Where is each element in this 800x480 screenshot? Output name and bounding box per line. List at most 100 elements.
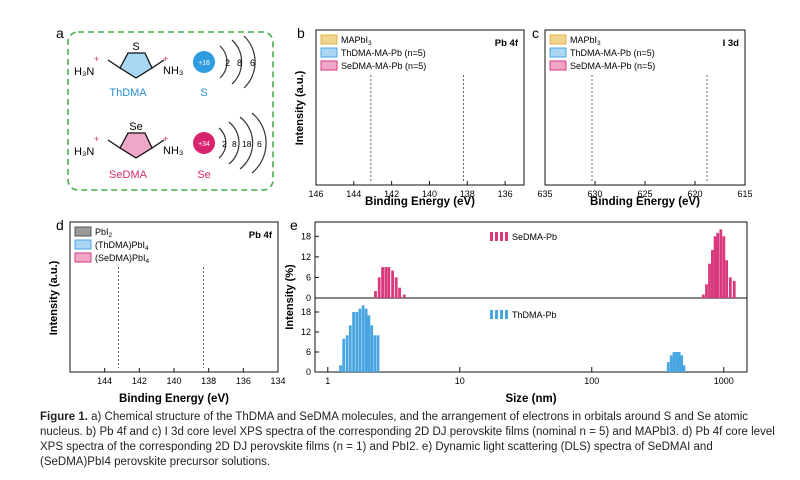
x-tick-label: 144 (97, 376, 112, 386)
caption-label: Figure 1. (40, 411, 88, 423)
dls-bar (680, 355, 684, 372)
sedma-name: SeDMA (109, 169, 148, 181)
y-tick-label: 0 (306, 367, 311, 377)
legend-label-thdma: ThDMA-MA-Pb (n=5) (570, 48, 655, 58)
y-tick-label: 18 (301, 231, 311, 241)
s-shell-3: 6 (250, 58, 255, 68)
legend-swatch-thdma (549, 47, 567, 58)
pb4f-xps-chart-d: 144 142 140 138 136 134 Pb 4f PbI2 (ThDMA)PbI… (48, 222, 286, 405)
dls-bar (669, 355, 673, 372)
dls-bar (355, 312, 359, 372)
x-tick-label: 630 (587, 189, 602, 199)
sedma-molecule: Se H₃N + NH₃ + SeDMA (74, 121, 183, 181)
dls-bar (367, 315, 371, 372)
legend-swatch-pbi2 (74, 226, 92, 237)
x-tick-label: 1000 (714, 376, 734, 386)
i3d-xps-chart-c: 635 630 625 620 615 I 3d MAPbI3 ThDMA-MA-Pb … (537, 30, 753, 208)
dls-bar (373, 335, 377, 372)
thdma-left-plus: + (94, 54, 99, 64)
panel-a-frame (67, 31, 274, 191)
dls-bar (713, 236, 717, 298)
dls-bar (391, 270, 394, 298)
legend-swatch-sedma (320, 60, 338, 71)
x-tick-label: 144 (346, 189, 361, 199)
legend-label-thdma-pb: ThDMA-Pb (512, 310, 557, 320)
legend-label-mapbi3: MAPbI3 (570, 35, 601, 47)
dls-bar (342, 338, 346, 372)
plot-d-ticks: 144 142 140 138 136 134 (97, 368, 286, 386)
dls-bar (708, 263, 711, 298)
se-atom-diagram: +34 2 8 18 6 Se (193, 112, 267, 181)
dls-bar (682, 365, 686, 372)
plot-c-legend: MAPbI3 ThDMA-MA-Pb (n=5) SeDMA-MA-Pb (n=… (549, 34, 655, 71)
legend-label-pbi2: PbI2 (95, 227, 113, 239)
legend-label-thdma-pbi4: (ThDMA)PbI4 (95, 240, 149, 252)
dls-bar (394, 277, 398, 298)
dls-bar (376, 335, 380, 372)
x-tick-label: 136 (498, 189, 513, 199)
x-tick-label: 138 (460, 189, 475, 199)
y-tick-label: 6 (306, 347, 311, 357)
dls-bar (725, 260, 728, 298)
plot-e-legend-thdma: ThDMA-Pb (490, 310, 557, 320)
caption-text: a) Chemical structure of the ThDMA and S… (40, 411, 775, 468)
s-nucleus (193, 51, 215, 73)
pb4f-xps-chart-b: 146 144 142 140 138 136 Pb 4f MAPbI3 ThDMA-MA… (294, 30, 525, 208)
legend-swatch-mapbi3 (549, 34, 567, 45)
dls-bar (361, 305, 365, 372)
dls-bar (402, 294, 406, 298)
plot-b-xlabel: Binding Energy (eV) (365, 196, 475, 208)
sedma-right-group: NH₃ (163, 145, 183, 157)
dls-bar (398, 287, 401, 298)
dls-bar (384, 267, 388, 298)
se-shell-1: 2 (222, 139, 227, 149)
panel-d-letter: d (56, 217, 64, 233)
sedma-left-group: H₃N (74, 146, 94, 158)
plot-d-ylabel: Intensity (a.u.) (48, 260, 60, 335)
dls-chart-e: 0 6 12 18 0 6 12 18 1 10 100 1000 SeDMA-Pb ThDMA-Pb… (284, 221, 748, 405)
x-tick-label: 625 (637, 189, 652, 199)
plot-e-legend-sedma: SeDMA-Pb (490, 232, 557, 242)
sedma-left-plus: + (94, 134, 99, 144)
thdma-name: ThDMA (109, 87, 147, 99)
legend-label-sedma-pbi4: (SeDMA)PbI4 (95, 253, 150, 265)
plot-d-curves (119, 267, 204, 368)
dls-bar (666, 362, 670, 372)
dls-bar (732, 280, 736, 298)
x-tick-label: 142 (384, 189, 399, 199)
thdma-left-group: H₃N (74, 66, 94, 78)
dls-bar (675, 352, 679, 372)
figure-caption: Figure 1. a) Chemical structure of the T… (40, 410, 780, 470)
dls-bar (364, 308, 368, 372)
legend-swatch-sedma (549, 60, 567, 71)
plot-b-ylabel: Intensity (a.u.) (294, 70, 306, 145)
x-tick-label: 140 (422, 189, 437, 199)
plot-e-xlabel: Size (nm) (505, 393, 556, 405)
s-symbol: S (200, 87, 207, 99)
x-tick-label: 138 (201, 376, 216, 386)
legend-label-sedma: SeDMA-MA-Pb (n=5) (570, 61, 655, 71)
plot-c-xlabel: Binding Energy (eV) (590, 196, 700, 208)
panel-b-letter: b (297, 25, 305, 41)
dls-bar (345, 335, 349, 372)
y-tick-label: 0 (306, 293, 311, 303)
dls-bar (358, 308, 362, 372)
legend-swatch-sedma-pbi4 (74, 252, 92, 263)
thdma-right-plus: + (163, 54, 168, 64)
plot-c-curves (592, 75, 708, 181)
figure: a S H₃N + NH₃ + ThDMA Se H₃N + NH₃ + SeD… (0, 0, 753, 405)
x-tick-label: 100 (584, 376, 599, 386)
y-tick-label: 6 (306, 272, 311, 282)
legend-swatch-thdma-pbi4 (74, 239, 92, 250)
plot-d-title: Pb 4f (249, 230, 273, 241)
sedma-right-plus: + (163, 134, 168, 144)
dls-bar (377, 277, 381, 298)
se-symbol: Se (197, 169, 210, 181)
plot-b-ticks: 146 144 142 140 138 136 (308, 181, 513, 199)
y-tick-label: 18 (301, 307, 311, 317)
dls-bar (374, 291, 377, 298)
plot-b-legend: MAPbI3 ThDMA-MA-Pb (n=5) SeDMA-MA-Pb (n=… (320, 34, 426, 71)
plot-b-curves (371, 75, 464, 181)
dls-bar (381, 267, 384, 298)
s-nucleus-charge: +16 (198, 60, 210, 67)
